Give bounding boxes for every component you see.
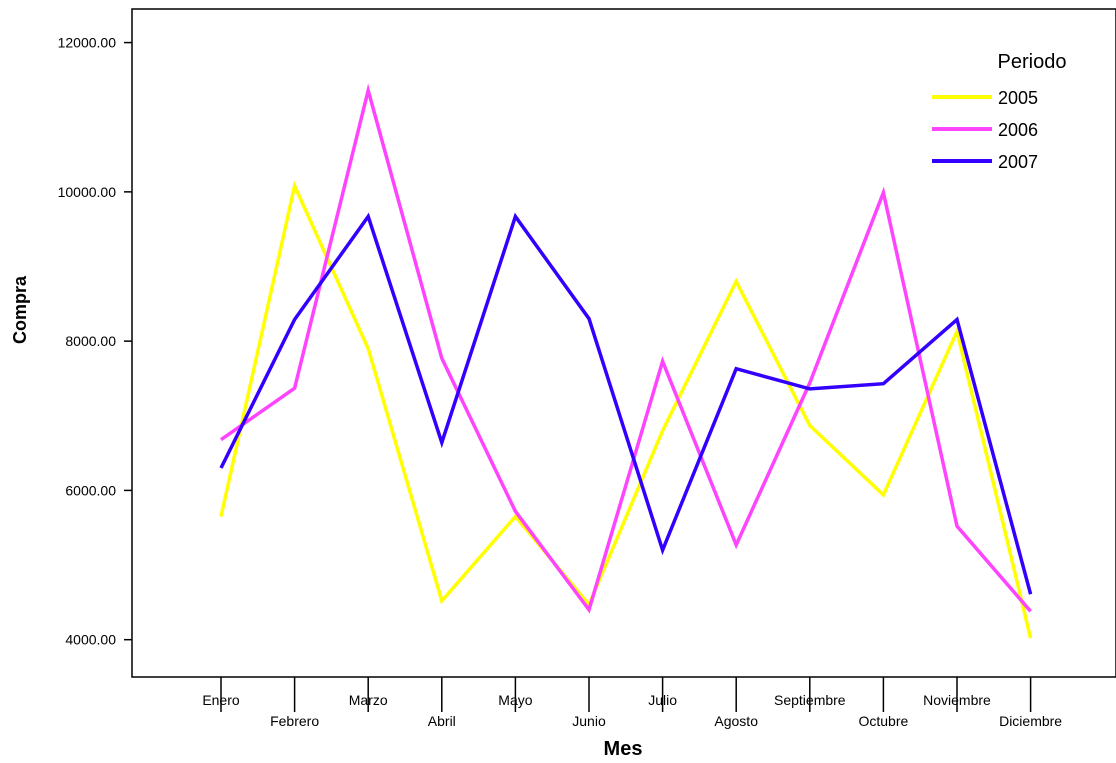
x-tick-label: Febrero	[270, 713, 319, 729]
y-axis-title: Compra	[10, 275, 30, 344]
y-tick-label: 6000.00	[65, 482, 116, 498]
y-tick-label: 8000.00	[65, 333, 116, 349]
series-line-2006	[219, 83, 1032, 614]
x-tick-label: Junio	[572, 713, 606, 729]
x-tick-label: Julio	[648, 692, 677, 708]
series-line-2005	[219, 180, 1033, 639]
x-tick-label: Noviembre	[923, 692, 991, 708]
x-tick-label: Diciembre	[999, 713, 1062, 729]
series-layer	[219, 83, 1033, 639]
y-tick-label: 10000.00	[58, 184, 117, 200]
y-axis: 4000.00 6000.00 8000.00 10000.00 12000.00	[58, 35, 132, 648]
x-axis-title: Mes	[604, 738, 643, 760]
x-tick-label: Agosto	[714, 713, 758, 729]
legend-label-2006: 2006	[998, 120, 1038, 140]
x-tick-label: Mayo	[498, 692, 532, 708]
legend: Periodo 2005 2006 2007	[932, 51, 1066, 172]
plot-frame	[131, 8, 1116, 678]
series-line-2007	[219, 212, 1033, 595]
x-axis: Enero Febrero Marzo Abril Mayo Junio Julio Agos…	[202, 677, 1062, 729]
y-tick-label: 4000.00	[65, 632, 116, 648]
x-tick-label: Abril	[428, 713, 456, 729]
x-tick-label: Enero	[202, 692, 240, 708]
x-tick-label: Marzo	[349, 692, 388, 708]
legend-title: Periodo	[998, 51, 1067, 73]
legend-label-2005: 2005	[998, 88, 1038, 108]
y-tick-label: 12000.00	[58, 35, 117, 51]
x-tick-label: Septiembre	[774, 692, 846, 708]
x-tick-label: Octubre	[858, 713, 908, 729]
legend-label-2007: 2007	[998, 152, 1038, 172]
